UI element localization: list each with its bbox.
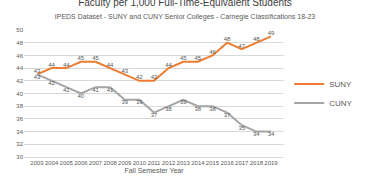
svg-text:39: 39 [136,99,143,105]
svg-text:45: 45 [195,55,202,61]
svg-text:2015: 2015 [206,160,220,166]
svg-text:48: 48 [16,40,23,46]
svg-text:2012: 2012 [162,160,176,166]
svg-text:44: 44 [63,62,70,68]
svg-text:2004: 2004 [45,160,59,166]
svg-text:SUNY: SUNY [329,80,352,89]
svg-text:48: 48 [253,36,260,42]
svg-text:34: 34 [16,129,23,135]
svg-text:2018: 2018 [250,160,264,166]
svg-text:34: 34 [253,131,260,137]
svg-text:38: 38 [165,106,172,112]
svg-text:48: 48 [224,36,231,42]
svg-text:Fall Semester Year: Fall Semester Year [124,167,184,174]
svg-text:39: 39 [180,99,187,105]
svg-text:2016: 2016 [220,160,234,166]
svg-text:43: 43 [34,74,41,80]
svg-text:2006: 2006 [74,160,88,166]
svg-text:2014: 2014 [191,160,205,166]
svg-text:50: 50 [16,27,23,33]
svg-text:34: 34 [268,131,275,137]
svg-text:37: 37 [224,112,231,118]
svg-text:35: 35 [238,125,245,131]
svg-text:38: 38 [195,106,202,112]
svg-text:CUNY: CUNY [329,99,352,108]
svg-text:30: 30 [16,154,23,160]
svg-text:36: 36 [16,116,23,122]
svg-text:44: 44 [107,62,114,68]
svg-text:Faculty per 1,000 Full-Time-Eq: Faculty per 1,000 Full-Time-Equivalent S… [55,0,316,21]
svg-text:42: 42 [151,74,158,80]
svg-text:43: 43 [34,68,41,74]
svg-text:2005: 2005 [60,160,74,166]
svg-text:44: 44 [16,65,23,71]
svg-text:42: 42 [136,74,143,80]
svg-text:46: 46 [209,49,216,55]
svg-text:42: 42 [48,80,55,86]
svg-text:2009: 2009 [118,160,132,166]
svg-text:44: 44 [165,62,172,68]
svg-text:41: 41 [92,87,99,93]
svg-text:38: 38 [16,103,23,109]
svg-text:49: 49 [268,30,275,36]
svg-text:46: 46 [16,53,23,59]
svg-text:2003: 2003 [30,160,44,166]
svg-text:32: 32 [16,141,23,147]
svg-text:40: 40 [16,91,23,97]
svg-text:2011: 2011 [148,160,162,166]
svg-text:42: 42 [16,78,23,84]
svg-text:39: 39 [121,99,128,105]
svg-text:37: 37 [151,112,158,118]
svg-text:38: 38 [209,106,216,112]
svg-text:44: 44 [48,62,55,68]
svg-text:43: 43 [121,68,128,74]
svg-text:40: 40 [78,93,85,99]
svg-text:2010: 2010 [133,160,147,166]
svg-text:2019: 2019 [264,160,278,166]
svg-text:45: 45 [180,55,187,61]
svg-text:2007: 2007 [89,160,103,166]
svg-text:2017: 2017 [235,160,249,166]
svg-text:41: 41 [107,87,114,93]
svg-text:47: 47 [238,43,245,49]
svg-text:41: 41 [63,87,70,93]
svg-text:2013: 2013 [177,160,191,166]
svg-text:45: 45 [78,55,85,61]
svg-text:45: 45 [92,55,99,61]
svg-text:2008: 2008 [103,160,117,166]
